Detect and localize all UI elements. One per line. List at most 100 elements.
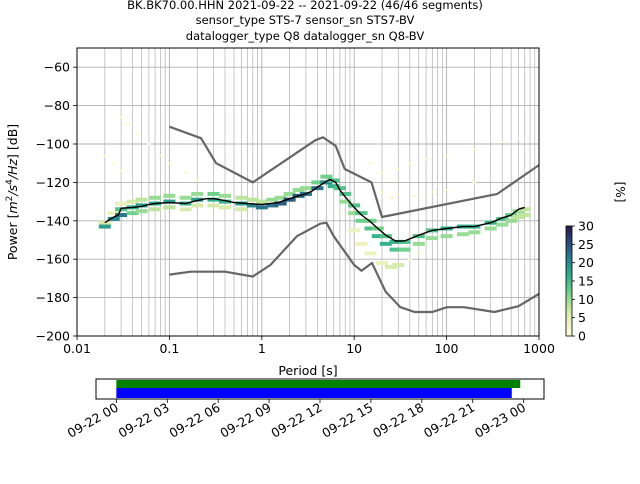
heatmap-cell xyxy=(311,186,324,191)
heatmap-cell xyxy=(472,181,477,184)
heatmap-cell xyxy=(348,228,361,233)
heatmap-cell xyxy=(283,191,296,196)
heatmap-cell xyxy=(379,234,392,239)
y-tick-label: −120 xyxy=(36,175,70,190)
heatmap-cell xyxy=(135,209,148,214)
heatmap-cell xyxy=(426,236,439,241)
heatmap-cell xyxy=(472,148,477,151)
colorbar-tick-label: 5 xyxy=(578,310,586,325)
title-line-1: BK.BK70.00.HHN 2021-09-22 -- 2021-09-22 … xyxy=(127,0,483,12)
y-axis-label: Power [m2/s4/Hz] [dB] xyxy=(5,124,20,260)
heatmap-cell xyxy=(219,199,232,204)
timeline-tick-label: 09-23 00 xyxy=(472,400,528,441)
nhnm-curve xyxy=(169,125,539,219)
heatmap-cell xyxy=(179,195,192,200)
y-axis-ticks: −60 −80 −100 −120 −140 −160 −180 −200 xyxy=(36,60,77,344)
heatmap-cell xyxy=(444,154,449,157)
heatmap-cell xyxy=(311,180,324,185)
heatmap-cell xyxy=(183,171,188,174)
heatmap-cell xyxy=(371,234,384,239)
heatmap-cell xyxy=(327,184,340,189)
x-axis-ticks: 0.01 0.1 1 10 100 1000 xyxy=(63,336,555,356)
colorbar-tick-label: 10 xyxy=(578,292,594,307)
heatmap-cell xyxy=(246,203,259,208)
heatmap-cell xyxy=(195,179,200,182)
heatmap-cell xyxy=(398,239,411,244)
heatmap-cell xyxy=(125,123,130,126)
heatmap-cell xyxy=(135,133,140,136)
x-tick-label: 0.01 xyxy=(63,341,91,356)
heatmap-cell xyxy=(255,199,268,204)
heatmap-cell xyxy=(207,197,220,202)
heatmap-cell xyxy=(135,197,148,202)
heatmap-cell xyxy=(149,207,162,212)
heatmap-cell xyxy=(440,234,453,239)
heatmap-cell xyxy=(98,224,111,229)
y-tick-label: −160 xyxy=(36,252,70,267)
heatmap-cell xyxy=(364,251,377,256)
heatmap-cell xyxy=(412,234,425,239)
heatmap-cell xyxy=(355,218,368,223)
heatmap-cell xyxy=(255,205,268,210)
heatmap-cell xyxy=(149,195,162,200)
coverage-bars xyxy=(116,380,521,398)
heatmap-cell xyxy=(207,203,220,208)
heatmap-cell xyxy=(384,264,397,269)
timeline-tick-label: 09-22 12 xyxy=(268,400,324,441)
timeline-tick-label: 09-22 03 xyxy=(116,400,172,441)
heatmap-cell xyxy=(219,205,232,210)
heatmap-cell xyxy=(516,137,521,140)
heatmap-cell xyxy=(416,252,421,255)
x-axis-label: Period [s] xyxy=(278,363,337,378)
heatmap-cell xyxy=(339,199,352,204)
chart-title: BK.BK70.00.HHN 2021-09-22 -- 2021-09-22 … xyxy=(127,0,483,43)
heatmap-cell xyxy=(163,193,176,198)
heatmap-cell xyxy=(333,186,346,191)
heatmap-cell xyxy=(179,207,192,212)
heatmap-cell xyxy=(299,186,312,191)
title-line-2: sensor_type STS-7 sensor_sn STS7-BV xyxy=(196,13,415,27)
heatmap-cell xyxy=(191,191,204,196)
heatmap-cell xyxy=(320,180,333,185)
heatmap-cell xyxy=(355,241,368,246)
heatmap-cell xyxy=(292,188,305,193)
heatmap-cell xyxy=(407,258,412,261)
colorbar-gradient xyxy=(565,225,573,337)
heatmap-cell xyxy=(412,194,417,197)
heatmap-cell xyxy=(126,211,139,216)
heatmap-cell xyxy=(320,174,333,179)
colorbar-ticks: 0 5 10 15 20 25 30 xyxy=(572,219,594,344)
x-tick-label: 0.1 xyxy=(159,341,179,356)
y-tick-label: −180 xyxy=(36,290,70,305)
timeline-tick-label: 09-22 00 xyxy=(65,400,121,441)
mean-psd-curve xyxy=(104,178,525,242)
heatmap-cell xyxy=(368,162,373,165)
heatmap-cell xyxy=(518,207,531,212)
heatmap-cell xyxy=(512,209,525,214)
noise-model-curves xyxy=(104,125,539,314)
heatmap-cell xyxy=(119,116,124,119)
heatmap-cell xyxy=(348,203,361,208)
heatmap-cell xyxy=(266,197,279,202)
heatmap-cell xyxy=(235,195,248,200)
x-tick-label: 10 xyxy=(346,341,362,356)
psd-heatmap xyxy=(98,116,531,269)
x-tick-label: 1 xyxy=(258,341,266,356)
heatmap-cell xyxy=(392,262,405,267)
heatmap-cell xyxy=(364,218,377,223)
plot-frame xyxy=(76,47,540,337)
y-tick-label: −80 xyxy=(44,98,70,113)
heatmap-cell xyxy=(119,169,124,172)
title-line-3: datalogger_type Q8 datalogger_sn Q8-BV xyxy=(186,29,425,43)
heatmap-cell xyxy=(274,195,287,200)
heatmap-cell xyxy=(266,203,279,208)
heatmap-cell xyxy=(468,230,481,235)
y-tick-label: −140 xyxy=(36,213,70,228)
colorbar: 0 5 10 15 20 25 30 [%] xyxy=(565,182,627,344)
colorbar-tick-label: 30 xyxy=(578,219,594,234)
heatmap-cell xyxy=(496,222,509,227)
heatmap-cell xyxy=(163,199,176,204)
heatmap-cell xyxy=(167,162,172,165)
